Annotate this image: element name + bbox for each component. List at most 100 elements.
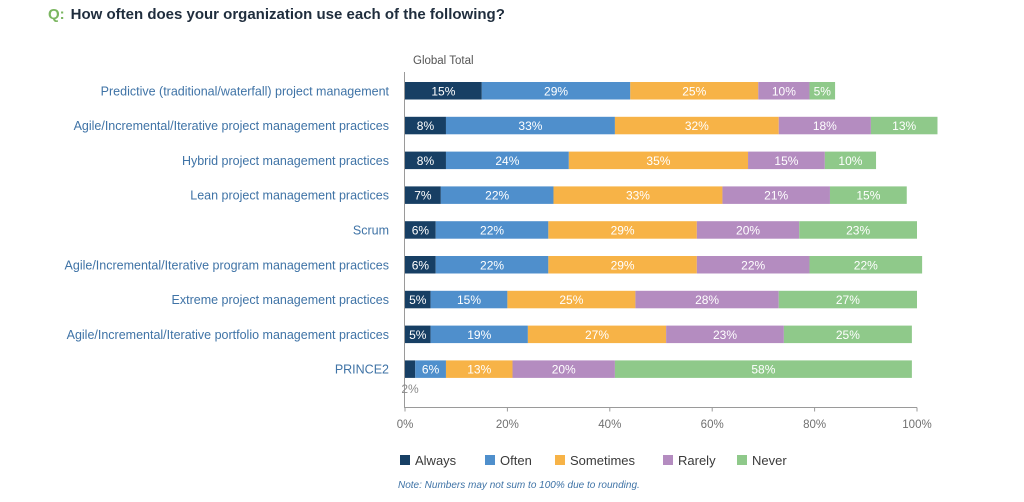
data-label: 22% <box>854 258 878 272</box>
bar-segment <box>829 186 907 204</box>
data-label: 25% <box>559 293 583 307</box>
legend-swatch <box>555 455 565 465</box>
category-label: Hybrid project management practices <box>182 154 389 168</box>
x-axis: 0% 20% 40% 60% 80% 100% <box>397 407 932 431</box>
bar-segment <box>778 290 917 309</box>
category-label: Extreme project management practices <box>172 293 389 307</box>
data-label: 19% <box>467 328 491 342</box>
legend-swatch <box>737 455 747 465</box>
legend-swatch <box>400 455 410 465</box>
bar-segment <box>553 186 723 204</box>
data-label: 5% <box>409 293 427 307</box>
data-label: 22% <box>480 223 504 237</box>
data-label: 5% <box>814 84 832 98</box>
bar-segment <box>614 116 779 135</box>
bar-segment <box>405 186 441 204</box>
bar-segment <box>405 221 436 239</box>
bar-segment <box>748 151 825 170</box>
legend-label: Never <box>752 453 787 468</box>
x-tick-label: 20% <box>496 419 519 431</box>
data-label: 25% <box>836 328 860 342</box>
data-label: 29% <box>611 223 635 237</box>
bar-segment <box>405 256 436 274</box>
data-label: 10% <box>838 154 862 168</box>
bar-segment <box>445 116 615 135</box>
data-label: 33% <box>626 189 650 203</box>
data-label: 35% <box>646 154 670 168</box>
group-label: Global Total <box>413 55 474 67</box>
bar-segment <box>722 186 830 204</box>
bar-segment <box>548 256 697 274</box>
bar-segment <box>440 186 554 204</box>
data-label: 15% <box>457 293 481 307</box>
data-label: 13% <box>467 363 491 377</box>
legend-label: Always <box>415 453 457 468</box>
bar-segment <box>635 290 779 309</box>
data-label: 10% <box>772 84 796 98</box>
bar-segment <box>405 360 416 378</box>
legend: Always Often Sometimes Rarely Never <box>400 453 787 468</box>
data-label: 15% <box>431 84 455 98</box>
category-label: Predictive (traditional/waterfall) proje… <box>101 84 390 98</box>
bar-segment <box>445 360 513 378</box>
data-label: 13% <box>892 119 916 133</box>
data-label: 7% <box>414 189 432 203</box>
legend-swatch <box>485 455 495 465</box>
data-label: 8% <box>417 154 435 168</box>
data-label: 25% <box>682 84 706 98</box>
bar-segment <box>405 116 446 135</box>
bar-segment <box>870 116 938 135</box>
bar-segment <box>630 82 759 100</box>
question-title: Q: How often does your organization use e… <box>48 6 505 23</box>
legend-label: Rarely <box>678 453 716 468</box>
category-label: Agile/Incremental/Iterative portfolio ma… <box>67 328 389 342</box>
bar-segment <box>507 290 636 309</box>
data-label: 24% <box>495 154 519 168</box>
data-label: 28% <box>695 293 719 307</box>
category-label: Scrum <box>353 223 389 237</box>
footnote: Note: Numbers may not sum to 100% due to… <box>398 480 640 491</box>
data-label: 5% <box>409 328 427 342</box>
data-label: 22% <box>485 189 509 203</box>
bar-segment <box>481 82 631 100</box>
category-label: PRINCE2 <box>335 363 389 377</box>
bar-segment <box>758 82 810 100</box>
data-label: 8% <box>417 119 435 133</box>
x-tick-label: 60% <box>701 419 724 431</box>
x-tick-label: 40% <box>598 419 621 431</box>
bar-segment <box>548 221 697 239</box>
data-label: 6% <box>412 223 430 237</box>
bar-segment <box>415 360 446 378</box>
bar-segment <box>824 151 877 170</box>
data-label: 15% <box>774 154 798 168</box>
data-label: 29% <box>544 84 568 98</box>
bar-segment <box>809 82 836 100</box>
data-label: 6% <box>412 258 430 272</box>
bars: 15% 29% 25% 10% 5% 8% 33% 32% 18% 13% 8% 24% 35% 15% 1… <box>401 82 938 396</box>
legend-swatch <box>663 455 673 465</box>
bar-segment <box>799 221 917 239</box>
bar-segment <box>435 256 549 274</box>
bar-segment <box>435 221 549 239</box>
data-label: 22% <box>480 258 504 272</box>
bar-segment <box>512 360 615 378</box>
x-tick-label: 100% <box>902 419 931 431</box>
category-label: Agile/Incremental/Iterative program mana… <box>65 258 389 272</box>
bar-segment <box>568 151 749 170</box>
bar-segment <box>405 82 482 100</box>
data-label: 32% <box>685 119 709 133</box>
bar-segment <box>696 256 810 274</box>
data-label: 27% <box>836 293 860 307</box>
bar-segment <box>783 325 912 344</box>
data-label: 21% <box>764 189 788 203</box>
data-label: 18% <box>813 119 837 133</box>
bar-segment <box>445 151 569 170</box>
data-label: 2% <box>401 382 419 396</box>
data-label: 23% <box>713 328 737 342</box>
bar-segment <box>405 290 431 309</box>
data-label: 33% <box>518 119 542 133</box>
data-label: 23% <box>846 223 870 237</box>
bar-segment <box>430 290 508 309</box>
bar-segment <box>614 360 912 378</box>
